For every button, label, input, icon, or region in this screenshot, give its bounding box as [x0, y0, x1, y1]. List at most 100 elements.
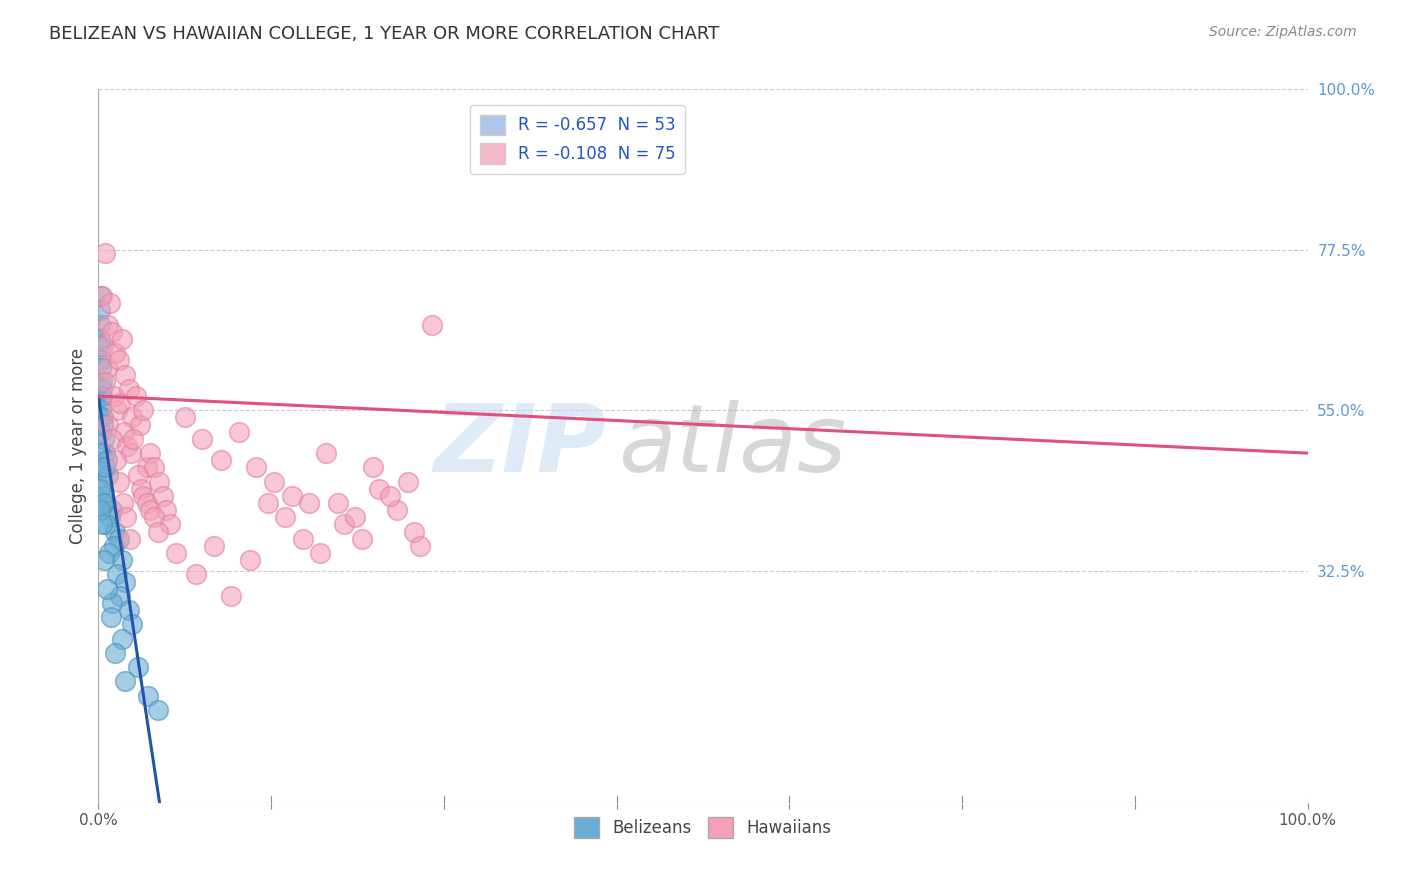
Point: [121, 410, 143, 425]
Point: [100, 325, 122, 339]
Point: [93, 432, 115, 446]
Point: [89, 389, 111, 403]
Point: [89, 303, 111, 318]
Y-axis label: College, 1 year or more: College, 1 year or more: [69, 348, 87, 544]
Point: [112, 425, 135, 439]
Point: [368, 482, 391, 496]
Point: [108, 396, 131, 410]
Point: [115, 510, 138, 524]
Point: [91, 289, 114, 303]
Point: [94, 496, 117, 510]
Text: atlas: atlas: [619, 401, 846, 491]
Point: [136, 689, 159, 703]
Point: [108, 475, 131, 489]
Point: [97, 467, 120, 482]
Point: [96, 453, 118, 467]
Point: [93, 489, 115, 503]
Point: [97, 546, 120, 560]
Text: BELIZEAN VS HAWAIIAN COLLEGE, 1 YEAR OR MORE CORRELATION CHART: BELIZEAN VS HAWAIIAN COLLEGE, 1 YEAR OR …: [49, 25, 720, 43]
Point: [101, 596, 124, 610]
Point: [378, 489, 401, 503]
Point: [420, 318, 443, 332]
Point: [94, 460, 117, 475]
Point: [103, 389, 125, 403]
Point: [89, 410, 111, 425]
Point: [91, 496, 114, 510]
Point: [245, 460, 267, 475]
Point: [94, 446, 117, 460]
Point: [121, 617, 143, 632]
Text: Source: ZipAtlas.com: Source: ZipAtlas.com: [1209, 25, 1357, 39]
Point: [291, 532, 314, 546]
Point: [139, 446, 162, 460]
Point: [191, 432, 214, 446]
Text: ZIP: ZIP: [433, 400, 606, 492]
Point: [155, 503, 177, 517]
Point: [97, 318, 120, 332]
Point: [117, 439, 139, 453]
Point: [256, 496, 278, 510]
Point: [143, 460, 166, 475]
Point: [104, 346, 127, 360]
Point: [132, 403, 155, 417]
Point: [104, 646, 127, 660]
Point: [221, 589, 243, 603]
Point: [315, 446, 337, 460]
Point: [105, 403, 128, 417]
Point: [104, 453, 127, 467]
Point: [111, 553, 134, 567]
Point: [93, 553, 115, 567]
Point: [101, 432, 124, 446]
Point: [128, 417, 150, 432]
Point: [111, 632, 134, 646]
Point: [104, 524, 127, 539]
Point: [186, 567, 208, 582]
Point: [98, 296, 121, 310]
Point: [118, 532, 141, 546]
Point: [90, 460, 112, 475]
Point: [159, 517, 181, 532]
Point: [90, 475, 112, 489]
Point: [90, 403, 112, 417]
Point: [94, 246, 117, 260]
Point: [308, 546, 330, 560]
Point: [343, 510, 366, 524]
Point: [298, 496, 321, 510]
Point: [135, 460, 157, 475]
Point: [90, 360, 112, 375]
Point: [350, 532, 373, 546]
Point: [152, 489, 174, 503]
Point: [111, 332, 134, 346]
Point: [103, 539, 125, 553]
Point: [118, 603, 141, 617]
Point: [90, 375, 112, 389]
Point: [174, 410, 197, 425]
Point: [90, 425, 112, 439]
Point: [114, 368, 136, 382]
Point: [94, 375, 117, 389]
Point: [281, 489, 304, 503]
Point: [385, 503, 408, 517]
Point: [361, 460, 384, 475]
Point: [165, 546, 187, 560]
Point: [91, 382, 114, 396]
Point: [204, 539, 226, 553]
Point: [91, 389, 114, 403]
Point: [239, 553, 262, 567]
Point: [96, 360, 118, 375]
Point: [89, 503, 111, 517]
Point: [409, 539, 432, 553]
Point: [120, 446, 142, 460]
Point: [263, 475, 285, 489]
Point: [209, 453, 232, 467]
Point: [89, 446, 111, 460]
Point: [91, 410, 114, 425]
Point: [125, 389, 148, 403]
Point: [108, 589, 131, 603]
Point: [89, 332, 111, 346]
Point: [114, 574, 136, 589]
Point: [131, 482, 153, 496]
Point: [100, 503, 122, 517]
Point: [108, 353, 131, 368]
Point: [91, 417, 114, 432]
